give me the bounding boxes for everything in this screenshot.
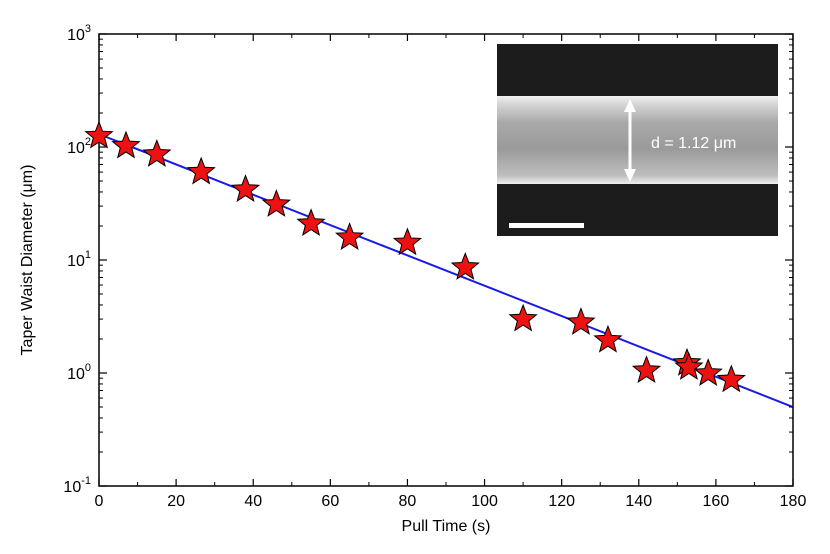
y-tick-label: 10-1 xyxy=(63,475,91,496)
x-tick-label: 180 xyxy=(780,493,807,510)
x-tick-label: 160 xyxy=(703,493,730,510)
inset-annotation: d = 1.12 μm xyxy=(651,135,736,152)
x-tick-label: 0 xyxy=(95,493,104,510)
x-tick-label: 40 xyxy=(244,493,262,510)
data-point xyxy=(392,227,423,256)
data-point xyxy=(230,174,261,203)
inset-micrograph: d = 1.12 μm xyxy=(497,44,778,236)
y-tick-label: 102 xyxy=(67,136,91,157)
data-point xyxy=(111,130,141,159)
x-axis-ticks: 0 20 40 60 80 100 120 140 160 180 xyxy=(95,34,807,510)
x-axis-label: Pull Time (s) xyxy=(402,518,491,535)
diameter-arrow xyxy=(624,99,636,182)
data-point xyxy=(593,324,623,353)
x-tick-label: 60 xyxy=(321,493,339,510)
scale-bar xyxy=(509,223,584,228)
y-tick-label: 100 xyxy=(67,362,91,383)
x-tick-label: 140 xyxy=(625,493,652,510)
data-point xyxy=(334,222,365,251)
y-tick-label: 101 xyxy=(67,249,91,270)
data-point xyxy=(716,364,746,393)
data-point xyxy=(186,156,216,185)
data-point xyxy=(142,139,172,167)
data-point xyxy=(693,358,723,386)
data-point xyxy=(631,355,662,384)
markers-group xyxy=(84,120,746,393)
y-tick-label: 103 xyxy=(67,23,91,44)
data-point xyxy=(261,189,291,217)
x-tick-label: 20 xyxy=(167,493,185,510)
data-point xyxy=(508,303,538,332)
x-tick-label: 80 xyxy=(399,493,417,510)
inset-fiber xyxy=(497,96,778,184)
data-point xyxy=(566,307,596,335)
data-point xyxy=(296,208,326,237)
data-point xyxy=(84,120,114,149)
x-tick-label: 100 xyxy=(471,493,498,510)
x-tick-label: 120 xyxy=(548,493,575,510)
data-point xyxy=(450,252,480,280)
y-axis-ticks: 10-1 100 101 102 103 xyxy=(63,23,793,496)
data-point xyxy=(674,352,704,380)
y-axis-label: Taper Waist Diameter (μm) xyxy=(19,165,36,356)
